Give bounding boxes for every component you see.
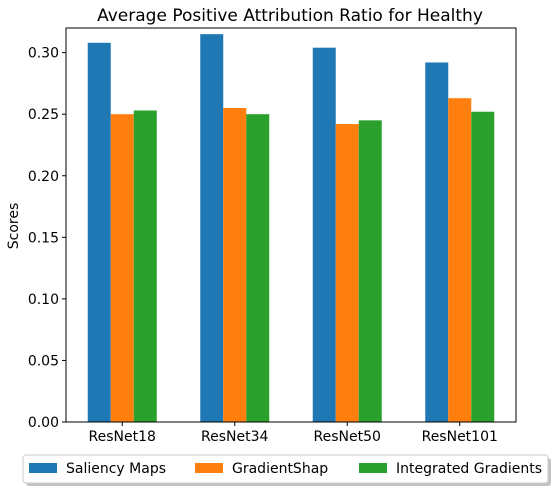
plot-frame (65, 27, 517, 423)
y-tick-label: 0.20 (28, 169, 59, 185)
bar-gradientshap-resnet34 (223, 108, 247, 422)
plot-area: 0.00 0.05 0.10 0.15 0.20 0.25 0.30 ResNet18 ResN… (28, 27, 517, 445)
y-tick-label: 0.30 (28, 46, 59, 62)
bar-integrated-gradients-resnet34 (246, 114, 270, 422)
x-tick-label: ResNet34 (201, 429, 268, 445)
bar-saliency-maps-resnet101 (425, 62, 449, 422)
legend-label: GradientShap (232, 461, 328, 477)
legend: Saliency Maps GradientShap Integrated Grad… (22, 454, 551, 486)
legend-label: Saliency Maps (66, 461, 166, 477)
bar-gradientshap-resnet18 (110, 114, 134, 422)
bar-saliency-maps-resnet50 (312, 47, 336, 422)
bar-gradientshap-resnet50 (335, 124, 359, 422)
bar-integrated-gradients-resnet18 (133, 110, 157, 423)
y-tick-label: 0.00 (28, 415, 59, 431)
legend-box (22, 454, 549, 484)
y-axis-label: Scores (6, 203, 22, 250)
legend-swatch (359, 463, 387, 473)
y-tick-label: 0.05 (28, 353, 59, 369)
chart-title: Average Positive Attribution Ratio for H… (97, 6, 483, 26)
y-tick-label: 0.10 (28, 292, 59, 308)
legend-swatch (29, 463, 57, 473)
bar-saliency-maps-resnet18 (87, 42, 111, 423)
legend-label: Integrated Gradients (396, 461, 542, 477)
bar-integrated-gradients-resnet50 (358, 120, 382, 422)
y-tick-label: 0.15 (28, 230, 59, 246)
bar-saliency-maps-resnet34 (200, 34, 224, 422)
x-tick-label: ResNet18 (89, 429, 156, 445)
x-tick-label: ResNet50 (314, 429, 381, 445)
x-tick-label: ResNet101 (422, 429, 498, 445)
y-tick-label: 0.25 (28, 107, 59, 123)
bar-integrated-gradients-resnet101 (471, 111, 495, 422)
bar-gradientshap-resnet101 (448, 98, 472, 423)
legend-swatch (195, 463, 223, 473)
